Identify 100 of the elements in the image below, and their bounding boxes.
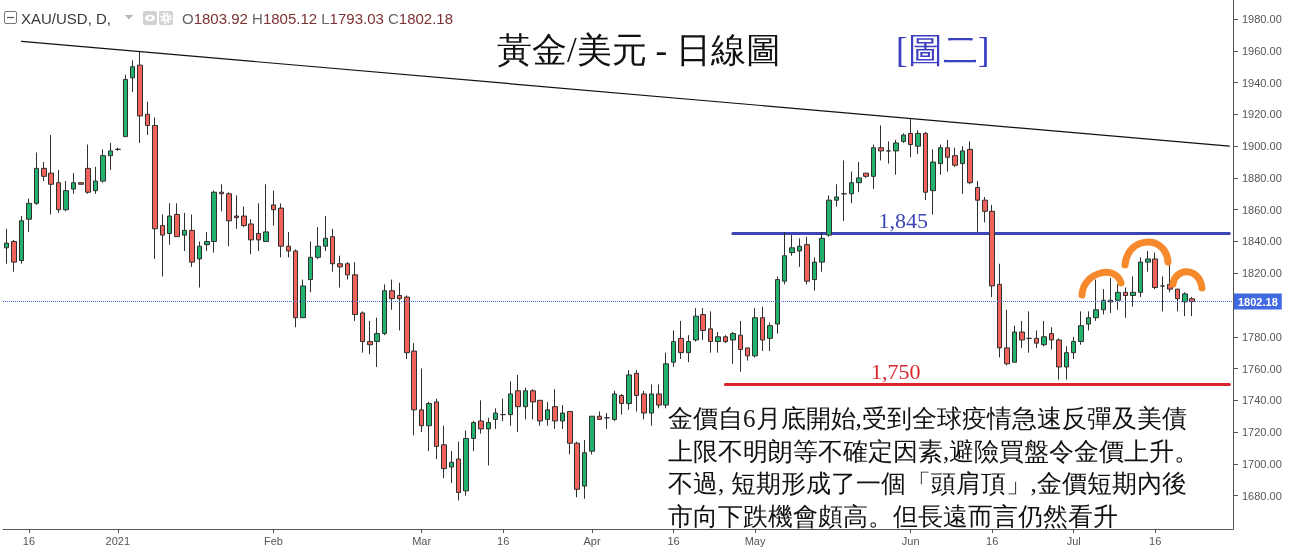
y-tick-label: 1760.00	[1242, 362, 1282, 375]
candlestick	[738, 320, 743, 373]
candlestick	[1019, 320, 1025, 349]
candlestick	[63, 180, 69, 212]
candlestick	[1115, 283, 1121, 311]
candlestick	[952, 147, 958, 168]
candlestick	[345, 261, 350, 281]
candlestick	[915, 129, 921, 155]
y-tick-label: 1840.00	[1242, 235, 1282, 248]
candlestick	[560, 404, 565, 430]
candlestick	[604, 412, 610, 430]
candlestick	[315, 226, 321, 260]
y-tick-label: 1720.00	[1242, 426, 1282, 439]
x-tick-label: 16	[1149, 534, 1162, 547]
x-tick-label: 16	[986, 534, 999, 547]
candlestick	[1026, 310, 1032, 354]
annotation: XAU/USD, D,	[21, 9, 112, 27]
y-tick-label: 1900.00	[1242, 140, 1282, 153]
candlestick	[300, 279, 306, 319]
candlestick	[841, 159, 847, 222]
candlestick	[1004, 309, 1010, 366]
candlestick	[123, 74, 128, 138]
candlestick	[4, 228, 9, 265]
y-tick-label: 1740.00	[1242, 394, 1282, 407]
candlestick	[945, 139, 950, 173]
candlestick	[789, 234, 795, 257]
candlestick	[908, 118, 913, 158]
text: 黃金/美元 - 日線圖	[497, 30, 781, 70]
candlestick	[1078, 310, 1084, 346]
candlestick	[263, 183, 269, 242]
candlestick	[278, 202, 284, 258]
candlestick	[1049, 326, 1054, 350]
candlestick	[11, 239, 17, 273]
candlestick	[478, 399, 484, 435]
candlestick	[167, 202, 172, 246]
candlestick	[708, 310, 713, 354]
candlestick	[508, 380, 513, 427]
candlestick	[286, 231, 291, 258]
candlestick	[1012, 325, 1017, 363]
candlestick	[234, 194, 239, 230]
annotation: 金價自6月底開始,受到全球疫情急速反彈及美債上限不明朗等不確定因素,避險買盤令金價上升。不過, 短期形成了一個「頭肩頂」,金價短期內後市向下跌機會頗高。但長遠而言仍然看升	[668, 404, 1200, 530]
candlestick	[819, 231, 825, 273]
candlestick	[767, 321, 773, 352]
candlestick	[130, 59, 135, 93]
candlestick	[960, 145, 965, 195]
y-tick-label: 1920.00	[1242, 108, 1282, 121]
candlestick	[678, 320, 684, 360]
y-tick-label: 1820.00	[1242, 267, 1282, 280]
candlestick	[19, 215, 24, 265]
x-tick-label: 16	[22, 534, 36, 547]
candlestick	[189, 213, 195, 268]
candlestick	[1123, 287, 1128, 319]
candlestick	[930, 148, 936, 215]
candlestick	[871, 144, 876, 190]
candlestick	[456, 441, 461, 501]
candlestick	[641, 390, 647, 420]
candlestick	[619, 393, 624, 416]
candlestick	[752, 307, 758, 358]
text: [圖二]	[896, 30, 990, 70]
candlestick	[397, 282, 402, 331]
candlestick	[323, 215, 328, 252]
candlestick	[160, 213, 165, 277]
candlestick	[56, 169, 61, 214]
candlestick	[360, 310, 365, 354]
candlestick	[730, 331, 736, 365]
candlestick	[745, 347, 750, 362]
candlestick	[523, 387, 528, 420]
x-tick-label: Mar	[412, 534, 432, 547]
candlestick	[1086, 310, 1091, 331]
candlestick	[108, 142, 113, 171]
candlestick	[389, 279, 395, 311]
candlestick	[863, 172, 869, 179]
candlestick	[515, 374, 521, 433]
candlestick	[849, 171, 854, 204]
x-tick-label: Jun	[901, 534, 920, 547]
x-tick-label: Apr	[583, 534, 601, 547]
y-tick-label: 1980.00	[1242, 13, 1282, 26]
candlestick	[760, 306, 765, 352]
candlestick	[923, 131, 928, 201]
candlestick	[500, 398, 506, 422]
candlestick	[812, 256, 817, 292]
candlestick	[330, 228, 335, 273]
candlestick	[449, 450, 454, 484]
candlestick	[382, 283, 387, 336]
candlestick	[441, 425, 447, 479]
candlestick	[226, 191, 232, 247]
candlestick	[775, 275, 780, 335]
candlestick	[1041, 320, 1047, 347]
candlestick	[886, 140, 891, 165]
candlestick	[1071, 336, 1076, 360]
candlestick	[471, 420, 476, 452]
y-tick-label: 1780.00	[1242, 330, 1282, 343]
candlestick	[486, 417, 491, 466]
candlestick	[671, 329, 676, 368]
y-tick-label: 1680.00	[1242, 489, 1282, 502]
candlestick	[293, 248, 298, 328]
candlestick	[1130, 275, 1136, 308]
candlestick	[271, 190, 276, 227]
candlestick	[975, 180, 980, 233]
candlestick	[826, 194, 832, 238]
